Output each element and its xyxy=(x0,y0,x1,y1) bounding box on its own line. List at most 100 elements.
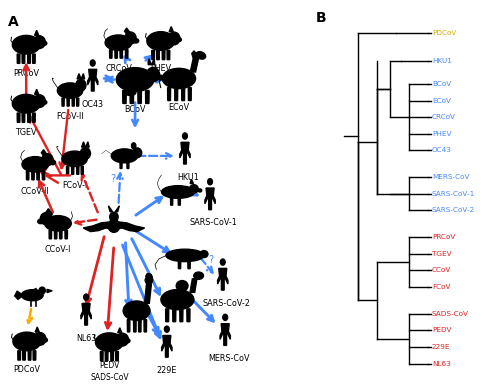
Polygon shape xyxy=(170,198,173,205)
Ellipse shape xyxy=(124,89,136,96)
Ellipse shape xyxy=(177,38,181,41)
Ellipse shape xyxy=(80,147,91,159)
Text: OC43: OC43 xyxy=(432,147,452,154)
Ellipse shape xyxy=(108,220,120,232)
Polygon shape xyxy=(166,309,169,322)
Text: SADS-CoV: SADS-CoV xyxy=(90,373,129,382)
Polygon shape xyxy=(86,142,89,147)
Polygon shape xyxy=(180,309,183,322)
Polygon shape xyxy=(192,51,198,58)
Polygon shape xyxy=(125,50,128,58)
Polygon shape xyxy=(144,319,147,332)
Polygon shape xyxy=(188,261,191,269)
Text: A: A xyxy=(8,15,19,29)
Ellipse shape xyxy=(111,149,138,163)
Ellipse shape xyxy=(76,79,86,91)
Ellipse shape xyxy=(161,185,195,199)
Polygon shape xyxy=(25,289,39,296)
Text: CCoV: CCoV xyxy=(432,268,451,273)
Ellipse shape xyxy=(208,179,213,185)
Polygon shape xyxy=(41,150,47,159)
Ellipse shape xyxy=(126,339,130,343)
Text: PRCoV: PRCoV xyxy=(13,69,39,78)
Ellipse shape xyxy=(62,151,87,167)
Text: MERS-CoV: MERS-CoV xyxy=(208,354,249,363)
Polygon shape xyxy=(122,91,127,103)
Polygon shape xyxy=(67,166,69,174)
Text: ECoV: ECoV xyxy=(432,98,451,104)
Ellipse shape xyxy=(182,133,187,139)
Text: 229E: 229E xyxy=(157,366,177,375)
Ellipse shape xyxy=(13,332,41,351)
Polygon shape xyxy=(134,319,136,332)
Polygon shape xyxy=(167,88,170,101)
Polygon shape xyxy=(33,351,36,360)
Text: SARS-CoV-1: SARS-CoV-1 xyxy=(432,191,475,197)
Text: B: B xyxy=(316,11,326,25)
Ellipse shape xyxy=(198,189,202,192)
Polygon shape xyxy=(17,113,20,122)
Polygon shape xyxy=(190,58,199,72)
Polygon shape xyxy=(18,351,21,360)
Ellipse shape xyxy=(42,154,53,166)
Text: PDCoV: PDCoV xyxy=(432,30,456,35)
Ellipse shape xyxy=(22,157,48,172)
Text: PHEV: PHEV xyxy=(432,131,452,137)
Text: SADS-CoV: SADS-CoV xyxy=(432,311,469,317)
Text: TGEV: TGEV xyxy=(16,128,37,137)
Polygon shape xyxy=(115,351,118,361)
Ellipse shape xyxy=(57,83,83,98)
Ellipse shape xyxy=(164,326,169,332)
Polygon shape xyxy=(49,230,51,239)
Polygon shape xyxy=(77,166,79,174)
Ellipse shape xyxy=(147,68,160,82)
Ellipse shape xyxy=(168,32,180,45)
Polygon shape xyxy=(22,54,25,63)
Polygon shape xyxy=(115,50,117,58)
Ellipse shape xyxy=(40,213,51,225)
Ellipse shape xyxy=(194,272,204,279)
Polygon shape xyxy=(130,91,134,103)
Polygon shape xyxy=(83,222,114,232)
Ellipse shape xyxy=(200,251,208,258)
Ellipse shape xyxy=(21,290,43,301)
Ellipse shape xyxy=(162,68,196,89)
Ellipse shape xyxy=(110,212,118,222)
Polygon shape xyxy=(148,59,151,65)
Polygon shape xyxy=(37,171,39,180)
Text: PEDV: PEDV xyxy=(99,361,119,370)
Ellipse shape xyxy=(158,75,163,80)
Polygon shape xyxy=(128,319,130,332)
Ellipse shape xyxy=(147,31,175,50)
Polygon shape xyxy=(190,179,194,184)
Polygon shape xyxy=(138,91,142,103)
Polygon shape xyxy=(145,284,151,303)
Polygon shape xyxy=(47,289,52,293)
Ellipse shape xyxy=(33,36,45,48)
Polygon shape xyxy=(72,98,75,106)
Polygon shape xyxy=(146,91,149,103)
Polygon shape xyxy=(28,54,30,63)
Text: FCoV-II: FCoV-II xyxy=(56,113,84,121)
Ellipse shape xyxy=(125,32,136,44)
Polygon shape xyxy=(67,98,69,106)
Ellipse shape xyxy=(133,39,139,43)
Polygon shape xyxy=(32,171,34,180)
Polygon shape xyxy=(109,50,112,58)
Text: NL63: NL63 xyxy=(432,361,451,367)
Polygon shape xyxy=(65,230,68,239)
Polygon shape xyxy=(120,50,122,58)
Polygon shape xyxy=(173,309,176,322)
Ellipse shape xyxy=(105,35,132,50)
Polygon shape xyxy=(72,166,74,174)
Polygon shape xyxy=(169,26,173,31)
Polygon shape xyxy=(59,230,62,239)
Text: OC43: OC43 xyxy=(82,100,104,109)
Polygon shape xyxy=(42,171,45,180)
Ellipse shape xyxy=(34,333,46,345)
Ellipse shape xyxy=(43,41,47,45)
Polygon shape xyxy=(114,222,145,232)
Text: HKU1: HKU1 xyxy=(177,173,199,182)
Polygon shape xyxy=(35,89,39,94)
Polygon shape xyxy=(180,142,190,164)
